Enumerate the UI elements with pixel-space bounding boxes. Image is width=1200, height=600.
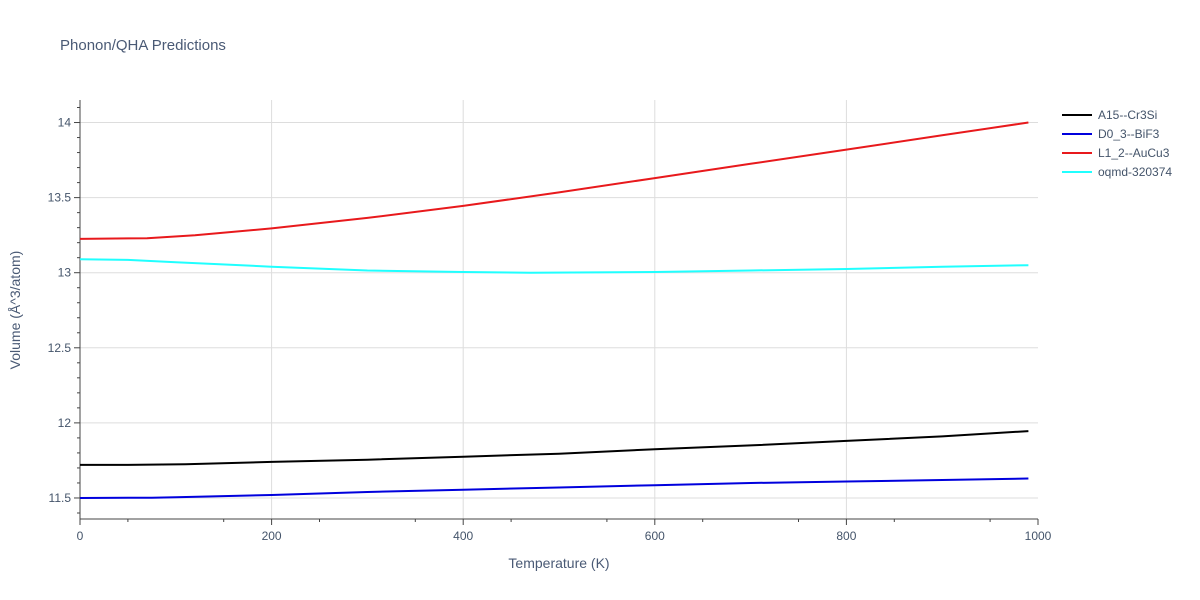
legend-item[interactable]: D0_3--BiF3 [1062, 127, 1160, 141]
legend: A15--Cr3Si D0_3--BiF3 L1_2--AuCu3 oqmd-3203… [1062, 108, 1172, 179]
chart-title: Phonon/QHA Predictions [60, 37, 226, 54]
legend-item[interactable]: A15--Cr3Si [1062, 108, 1157, 122]
legend-item[interactable]: L1_2--AuCu3 [1062, 146, 1170, 160]
series-line-1 [79, 477, 1029, 499]
series-line-0 [80, 430, 1029, 466]
y-tick-label: 13.5 [48, 191, 72, 205]
y-tick-label: 12 [58, 416, 72, 430]
x-tick-label: 400 [453, 529, 473, 543]
series-layer [79, 121, 1029, 499]
legend-item[interactable]: oqmd-320374 [1062, 165, 1172, 179]
legend-label: D0_3--BiF3 [1098, 127, 1160, 141]
legend-label: oqmd-320374 [1098, 165, 1172, 179]
legend-label: A15--Cr3Si [1098, 108, 1157, 122]
grid-layer [80, 100, 1038, 519]
y-tick-label: 14 [58, 116, 72, 130]
x-tick-label: 200 [262, 529, 282, 543]
x-tick-label: 1000 [1025, 529, 1052, 543]
y-tick-label: 12.5 [48, 341, 72, 355]
x-axis-title: Temperature (K) [508, 555, 609, 571]
legend-label: L1_2--AuCu3 [1098, 146, 1170, 160]
x-tick-label: 600 [645, 529, 665, 543]
x-tick-label: 0 [77, 529, 84, 543]
axis-layer: 0 200 400 600 800 1000 11.5 12 12.5 13 13.5 14 [48, 100, 1052, 543]
series-line-3 [79, 258, 1029, 274]
series-line-2 [79, 121, 1029, 240]
y-tick-label: 13 [58, 266, 72, 280]
y-axis-title: Volume (Å^3/atom) [7, 251, 23, 370]
y-tick-label: 11.5 [49, 491, 72, 505]
x-tick-label: 800 [836, 529, 856, 543]
